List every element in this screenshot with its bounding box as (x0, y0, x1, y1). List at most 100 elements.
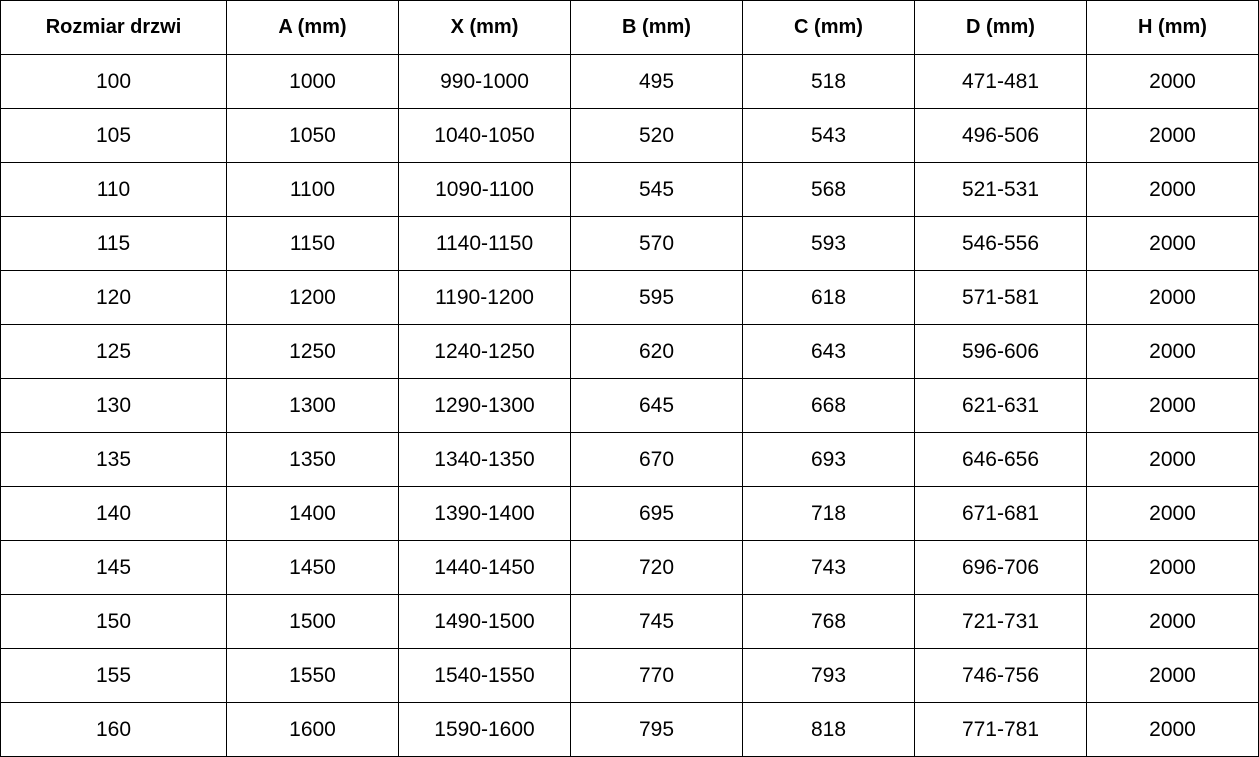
table-row: 115 1150 1140-1150 570 593 546-556 2000 (0, 216, 1259, 271)
table-cell: 1100 (226, 162, 399, 217)
table-row: 135 1350 1340-1350 670 693 646-656 2000 (0, 432, 1259, 487)
table-cell: 150 (0, 594, 227, 649)
column-header: H (mm) (1086, 0, 1259, 55)
table-cell: 1450 (226, 540, 399, 595)
table-cell: 768 (742, 594, 915, 649)
table-cell: 160 (0, 702, 227, 757)
table-cell: 2000 (1086, 108, 1259, 163)
table-row: 100 1000 990-1000 495 518 471-481 2000 (0, 54, 1259, 109)
table-cell: 593 (742, 216, 915, 271)
table-cell: 125 (0, 324, 227, 379)
table-cell: 643 (742, 324, 915, 379)
table-cell: 571-581 (914, 270, 1087, 325)
table-cell: 990-1000 (398, 54, 571, 109)
table-cell: 100 (0, 54, 227, 109)
table-cell: 115 (0, 216, 227, 271)
table-cell: 1440-1450 (398, 540, 571, 595)
table-cell: 2000 (1086, 216, 1259, 271)
table-cell: 2000 (1086, 378, 1259, 433)
table-cell: 746-756 (914, 648, 1087, 703)
table-cell: 120 (0, 270, 227, 325)
table-cell: 2000 (1086, 162, 1259, 217)
table-cell: 140 (0, 486, 227, 541)
table-cell: 595 (570, 270, 743, 325)
table-cell: 721-731 (914, 594, 1087, 649)
column-header: D (mm) (914, 0, 1087, 55)
table-cell: 145 (0, 540, 227, 595)
table-row: 125 1250 1240-1250 620 643 596-606 2000 (0, 324, 1259, 379)
table-cell: 1040-1050 (398, 108, 571, 163)
table-cell: 645 (570, 378, 743, 433)
table-cell: 1290-1300 (398, 378, 571, 433)
table-cell: 1340-1350 (398, 432, 571, 487)
table-cell: 818 (742, 702, 915, 757)
table-cell: 546-556 (914, 216, 1087, 271)
table-cell: 1590-1600 (398, 702, 571, 757)
table-cell: 568 (742, 162, 915, 217)
table-cell: 1390-1400 (398, 486, 571, 541)
table-cell: 1350 (226, 432, 399, 487)
table-cell: 1140-1150 (398, 216, 571, 271)
table-cell: 1000 (226, 54, 399, 109)
table-cell: 110 (0, 162, 227, 217)
table-cell: 745 (570, 594, 743, 649)
table-cell: 670 (570, 432, 743, 487)
table-row: 105 1050 1040-1050 520 543 496-506 2000 (0, 108, 1259, 163)
table-row: 130 1300 1290-1300 645 668 621-631 2000 (0, 378, 1259, 433)
table-cell: 771-781 (914, 702, 1087, 757)
table-cell: 1250 (226, 324, 399, 379)
table-cell: 2000 (1086, 324, 1259, 379)
table-body: 100 1000 990-1000 495 518 471-481 2000 105 1050 1… (0, 54, 1259, 757)
table-cell: 770 (570, 648, 743, 703)
table-cell: 2000 (1086, 486, 1259, 541)
table-cell: 618 (742, 270, 915, 325)
table-cell: 130 (0, 378, 227, 433)
table-cell: 620 (570, 324, 743, 379)
table-cell: 518 (742, 54, 915, 109)
column-header: A (mm) (226, 0, 399, 55)
table-cell: 743 (742, 540, 915, 595)
table-cell: 668 (742, 378, 915, 433)
table-cell: 718 (742, 486, 915, 541)
header-row: Rozmiar drzwi A (mm) X (mm) B (mm) C (mm) D (… (0, 0, 1259, 55)
table-cell: 105 (0, 108, 227, 163)
table-cell: 520 (570, 108, 743, 163)
table-cell: 155 (0, 648, 227, 703)
table-cell: 795 (570, 702, 743, 757)
column-header: C (mm) (742, 0, 915, 55)
column-header: X (mm) (398, 0, 571, 55)
table-cell: 1500 (226, 594, 399, 649)
table-row: 145 1450 1440-1450 720 743 696-706 2000 (0, 540, 1259, 595)
table-cell: 793 (742, 648, 915, 703)
table-cell: 1600 (226, 702, 399, 757)
table-row: 155 1550 1540-1550 770 793 746-756 2000 (0, 648, 1259, 703)
table-cell: 2000 (1086, 540, 1259, 595)
table-cell: 1240-1250 (398, 324, 571, 379)
table-cell: 646-656 (914, 432, 1087, 487)
table-cell: 1190-1200 (398, 270, 571, 325)
table-cell: 1540-1550 (398, 648, 571, 703)
table-cell: 543 (742, 108, 915, 163)
column-header: Rozmiar drzwi (0, 0, 227, 55)
table-cell: 2000 (1086, 648, 1259, 703)
table-cell: 720 (570, 540, 743, 595)
table-cell: 135 (0, 432, 227, 487)
table-cell: 693 (742, 432, 915, 487)
table-cell: 696-706 (914, 540, 1087, 595)
table-cell: 1490-1500 (398, 594, 571, 649)
table-cell: 695 (570, 486, 743, 541)
table-cell: 1090-1100 (398, 162, 571, 217)
table-cell: 621-631 (914, 378, 1087, 433)
table-cell: 2000 (1086, 54, 1259, 109)
table-cell: 545 (570, 162, 743, 217)
table-row: 120 1200 1190-1200 595 618 571-581 2000 (0, 270, 1259, 325)
table-row: 140 1400 1390-1400 695 718 671-681 2000 (0, 486, 1259, 541)
table-cell: 1550 (226, 648, 399, 703)
table-cell: 1200 (226, 270, 399, 325)
table-cell: 1400 (226, 486, 399, 541)
table-cell: 2000 (1086, 702, 1259, 757)
table-cell: 2000 (1086, 594, 1259, 649)
table-cell: 570 (570, 216, 743, 271)
table-cell: 596-606 (914, 324, 1087, 379)
